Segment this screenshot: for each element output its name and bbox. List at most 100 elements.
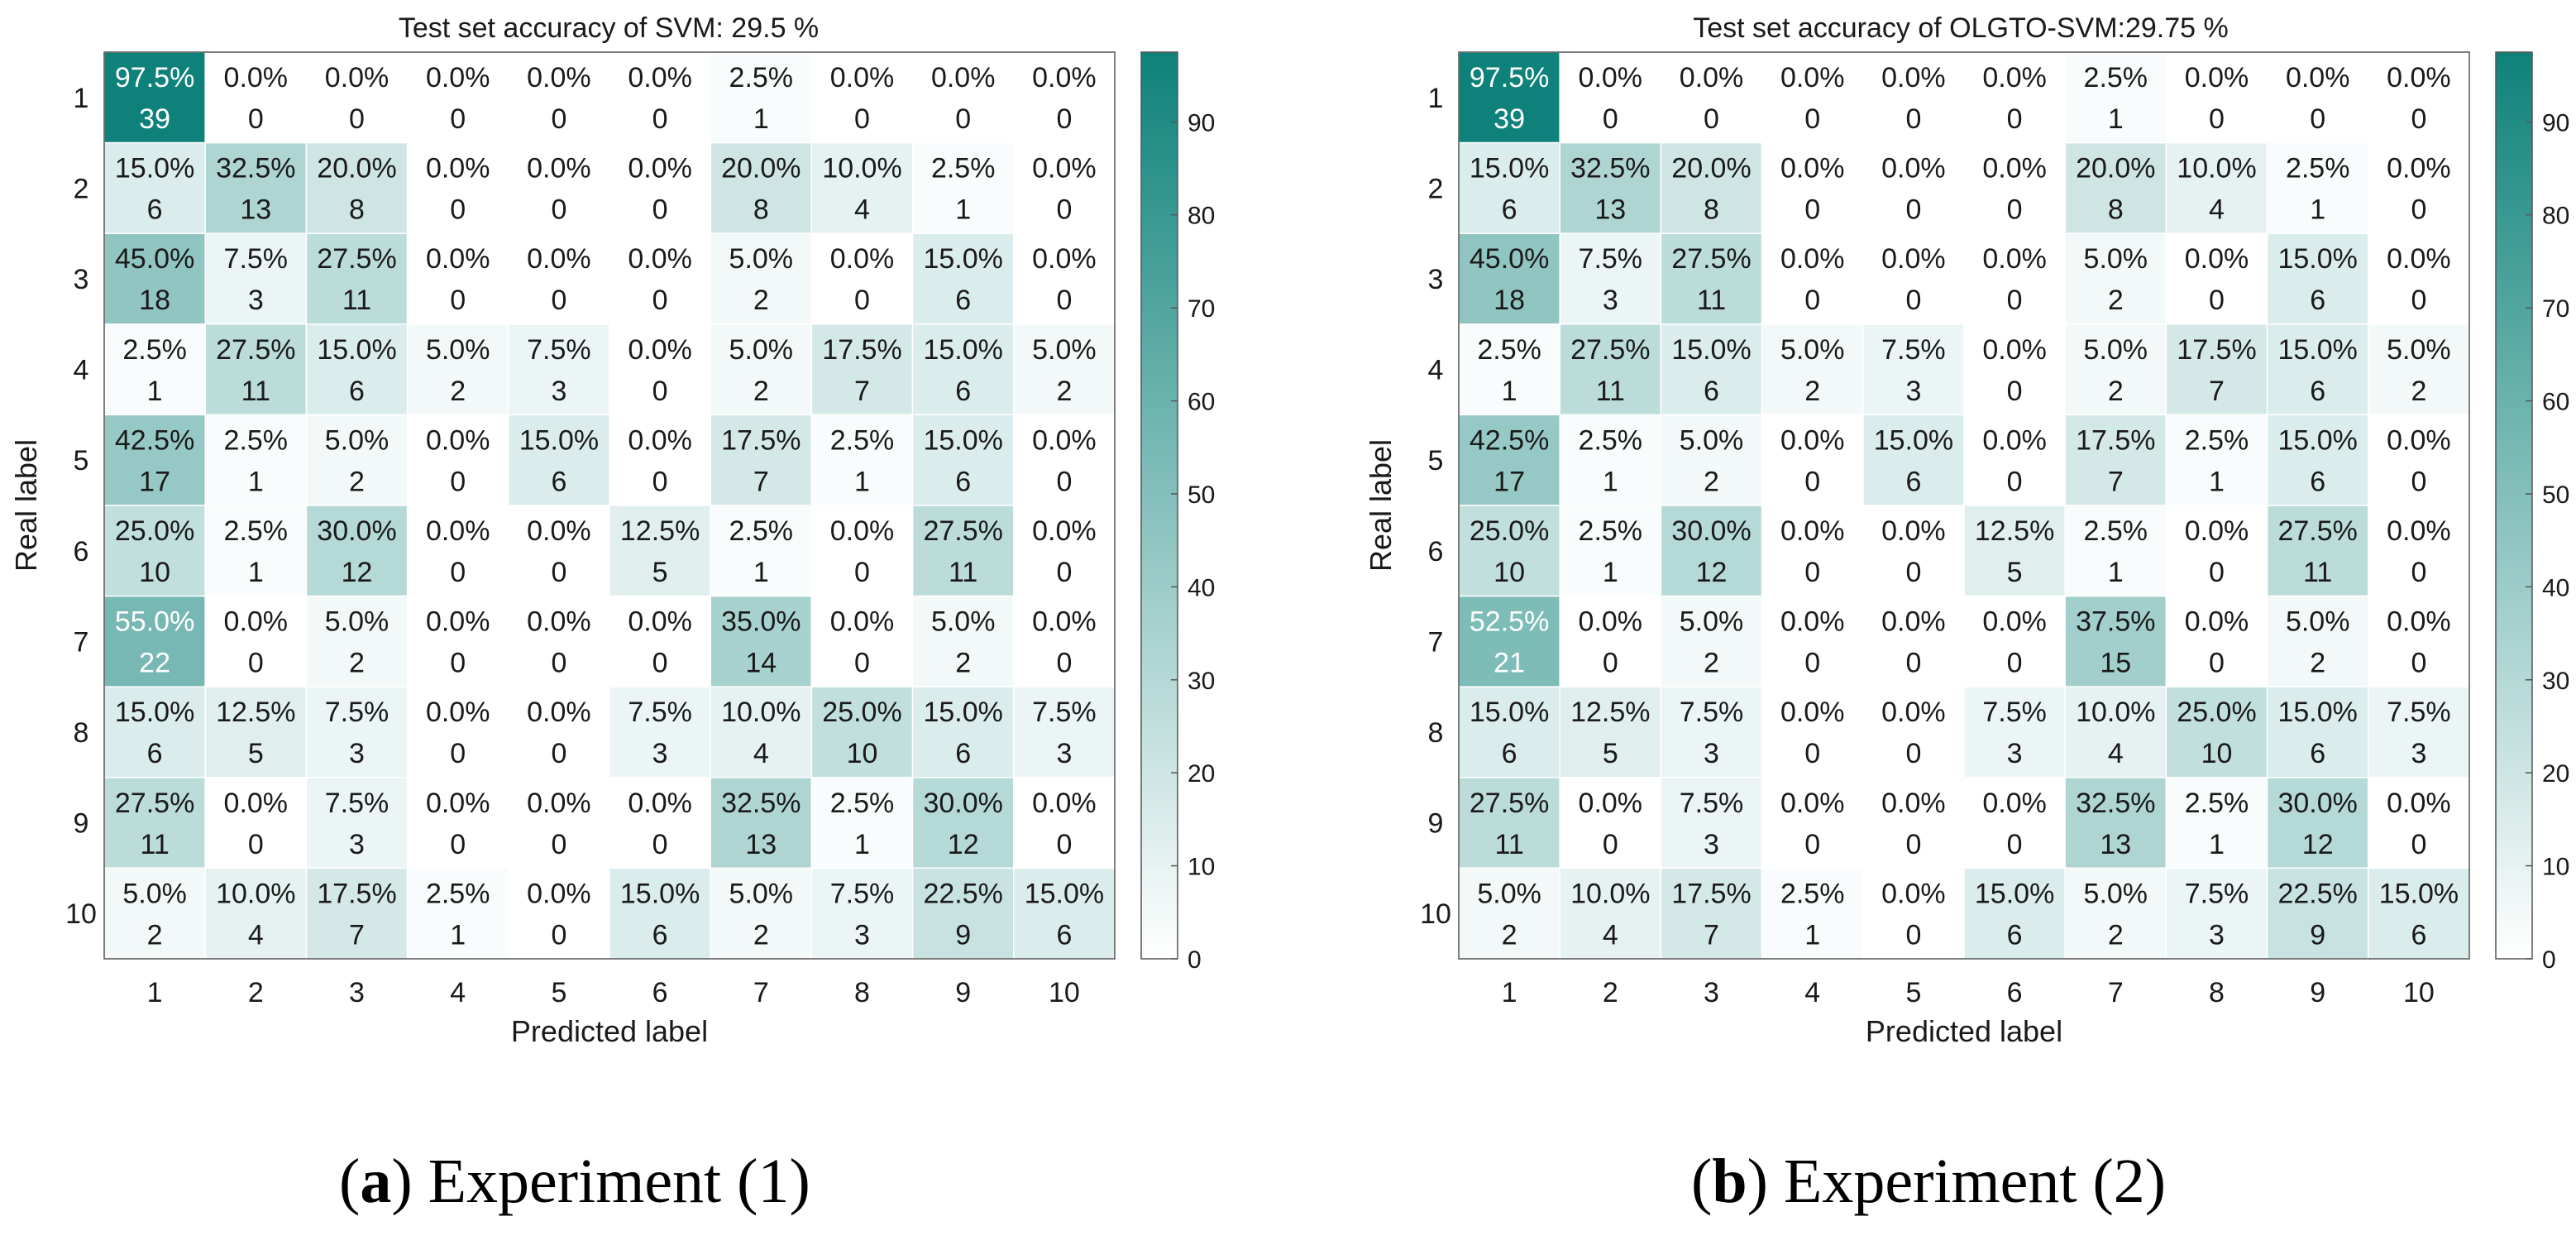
panel-a-cell-count-label: 0 bbox=[652, 829, 668, 860]
panel-b-cell-percent-label: 0.0% bbox=[1881, 878, 1946, 909]
panel-a-cell bbox=[911, 232, 1015, 325]
panel-b-cell-count-label: 8 bbox=[1704, 194, 1719, 226]
panel-b-cell-count-label: 6 bbox=[2310, 738, 2325, 769]
panel-a-cell-percent-label: 17.5% bbox=[721, 424, 801, 456]
panel-b-cell-percent-label: 30.0% bbox=[2277, 788, 2357, 819]
panel-b-cell-percent-label: 12.5% bbox=[1570, 697, 1650, 728]
panel-b-cell-percent-label: 20.0% bbox=[1671, 153, 1751, 184]
panel-b-cell-percent-label: 5.0% bbox=[2084, 243, 2148, 275]
panel-a-cell bbox=[710, 141, 813, 234]
panel-a-cell-percent-label: 0.0% bbox=[628, 62, 692, 93]
panel-a-cell-count-label: 1 bbox=[854, 829, 870, 860]
panel-a-colorbar-tick-label: 40 bbox=[1188, 574, 1215, 601]
panel-a-cell-count-label: 6 bbox=[955, 376, 971, 407]
panel-a-cell-percent-label: 0.0% bbox=[628, 153, 692, 184]
panel-a-matrix-frame bbox=[103, 51, 1116, 960]
panel-a-col-tick-label: 8 bbox=[854, 977, 870, 1008]
panel-a-cell-percent-label: 15.0% bbox=[115, 153, 194, 184]
panel-a-cell-count-label: 2 bbox=[147, 919, 163, 951]
panel-b-cell-count-label: 6 bbox=[2411, 919, 2426, 951]
panel-b-cell bbox=[1963, 51, 2066, 144]
panel-a-cell-percent-label: 20.0% bbox=[317, 153, 396, 184]
panel-a-cell-percent-label: 10.0% bbox=[721, 697, 801, 728]
panel-a-cell bbox=[810, 686, 914, 778]
panel-b-cell-percent-label: 0.0% bbox=[2387, 153, 2451, 184]
panel-a-cell-percent-label: 0.0% bbox=[628, 788, 692, 819]
panel-a-cell-count-label: 0 bbox=[450, 285, 466, 316]
caption-b: (b) Experiment (2) bbox=[1691, 1147, 2167, 1216]
panel-a-cell-percent-label: 15.0% bbox=[923, 243, 1002, 275]
panel-b-cell-percent-label: 17.5% bbox=[2177, 334, 2256, 366]
panel-a-cell-percent-label: 7.5% bbox=[628, 697, 692, 728]
panel-b-cell-count-label: 0 bbox=[1905, 648, 1921, 679]
panel-b-cell bbox=[1559, 414, 1662, 506]
panel-b-colorbar-tick-label: 50 bbox=[2542, 481, 2569, 509]
panel-a-y-axis-label: Real label bbox=[9, 439, 43, 572]
panel-b-cell bbox=[2165, 414, 2268, 506]
panel-a-cell-count-label: 0 bbox=[652, 466, 668, 497]
panel-a-cell bbox=[103, 323, 206, 416]
panel-a-cell bbox=[710, 414, 813, 506]
panel-b-cell-percent-label: 15.0% bbox=[2277, 697, 2357, 728]
panel-a-cell-count-label: 6 bbox=[551, 466, 566, 497]
panel-a-cell-count-label: 7 bbox=[854, 376, 870, 407]
panel-b-cell bbox=[1660, 867, 1763, 960]
caption-a: (a) Experiment (1) bbox=[339, 1147, 810, 1216]
panel-a-cell-percent-label: 27.5% bbox=[923, 515, 1002, 547]
panel-a-cell-count-label: 6 bbox=[955, 738, 971, 769]
panel-b-cell-percent-label: 10.0% bbox=[2076, 697, 2155, 728]
panel-b-row-tick-label: 6 bbox=[1428, 536, 1444, 568]
panel-b-cell-count-label: 6 bbox=[1905, 466, 1921, 497]
panel-b-cell-count-label: 2 bbox=[1704, 648, 1719, 679]
panel-b-colorbar-tick-label: 20 bbox=[2542, 760, 2569, 788]
panel-a-cell-percent-label: 15.0% bbox=[115, 697, 194, 728]
panel-b-cell bbox=[2064, 51, 2167, 144]
panel-b-row-tick-label: 4 bbox=[1428, 355, 1444, 386]
panel-b-cell bbox=[2266, 777, 2369, 869]
panel-b-cell-percent-label: 25.0% bbox=[1470, 515, 1549, 547]
panel-b-cell bbox=[1458, 595, 1560, 687]
panel-b-cell-count-label: 1 bbox=[1603, 466, 1618, 497]
panel-b-cell-percent-label: 0.0% bbox=[1579, 62, 1643, 93]
panel-a-cell bbox=[508, 686, 610, 778]
panel-b-cell-percent-label: 2.5% bbox=[1477, 334, 1541, 366]
panel-b-cell-percent-label: 20.0% bbox=[2076, 153, 2155, 184]
panel-a-cell-count-label: 3 bbox=[551, 376, 566, 407]
panel-b-cell-percent-label: 5.0% bbox=[2387, 334, 2451, 366]
panel-b-cell-count-label: 2 bbox=[1804, 376, 1820, 407]
panel-b-cell-count-label: 3 bbox=[1905, 376, 1921, 407]
panel-a-cell-percent-label: 0.0% bbox=[426, 243, 490, 275]
panel-b-cell-count-label: 0 bbox=[2007, 829, 2023, 860]
panel-a-cell bbox=[508, 232, 610, 325]
panel-a-cell-percent-label: 7.5% bbox=[325, 697, 390, 728]
panel-b-cell-percent-label: 7.5% bbox=[1982, 697, 2047, 728]
panel-a-cell-percent-label: 5.0% bbox=[325, 606, 390, 638]
panel-a-cell bbox=[305, 232, 409, 325]
panel-a-cell-percent-label: 20.0% bbox=[721, 153, 801, 184]
panel-a-cell-count-label: 0 bbox=[551, 194, 566, 226]
panel-b-cell-count-label: 18 bbox=[1494, 285, 1525, 316]
panel-a-cell bbox=[305, 505, 409, 597]
panel-a-cell-count-label: 10 bbox=[139, 557, 170, 588]
panel-b-cell-percent-label: 2.5% bbox=[2185, 424, 2249, 456]
panel-a-col-tick-label: 1 bbox=[147, 977, 163, 1008]
panel-a-row-tick-label: 10 bbox=[65, 898, 97, 930]
panel-a-cell-count-label: 6 bbox=[955, 466, 971, 497]
panel-b-cell bbox=[2266, 232, 2369, 325]
panel-b-cell bbox=[1862, 232, 1965, 325]
panel-a-cell-percent-label: 0.0% bbox=[628, 243, 692, 275]
panel-b-cell-percent-label: 0.0% bbox=[2185, 243, 2249, 275]
panel-a-cell bbox=[204, 867, 308, 960]
panel-a-cell bbox=[103, 232, 206, 325]
panel-a-cell bbox=[1013, 141, 1116, 234]
panel-b-cell-count-label: 2 bbox=[2411, 376, 2426, 407]
panel-b-col-tick-label: 2 bbox=[1603, 977, 1618, 1008]
panel-a-cell-count-label: 1 bbox=[450, 919, 466, 951]
panel-a-cell-percent-label: 5.0% bbox=[426, 334, 490, 366]
panel-b-cell bbox=[2165, 232, 2268, 325]
panel-b-cell-percent-label: 17.5% bbox=[2076, 424, 2155, 456]
panel-b-cell-percent-label: 0.0% bbox=[1780, 62, 1845, 93]
panel-b-cell-percent-label: 27.5% bbox=[1470, 788, 1549, 819]
panel-b-cell-count-label: 1 bbox=[1804, 919, 1820, 951]
panel-a-cell-count-label: 11 bbox=[342, 285, 371, 316]
